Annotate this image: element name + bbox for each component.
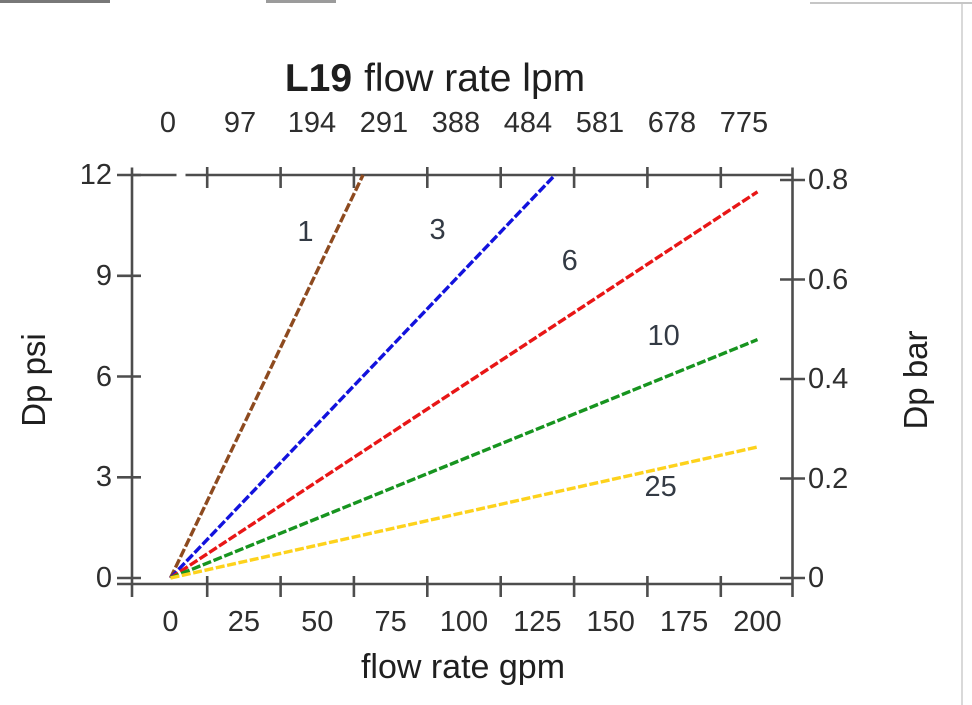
bottom-tick-label: 200 <box>733 606 782 638</box>
series-line-25 <box>170 445 758 580</box>
series-line-1 <box>168 174 365 579</box>
scan-artifact-top-left-line <box>0 0 110 3</box>
top-tick-label: 388 <box>431 107 481 139</box>
scan-artifact-top-right-line <box>810 2 972 4</box>
top-tick-label: 194 <box>287 107 337 139</box>
right-tick-label: 0.2 <box>808 462 849 495</box>
left-tick-label: 3 <box>95 461 112 494</box>
right-tick-label: 0 <box>808 562 825 594</box>
curve-label-25: 25 <box>644 471 677 504</box>
left-tick-label: 0 <box>95 562 112 594</box>
bottom-tick-label: 75 <box>374 606 407 638</box>
curve-label-10: 10 <box>647 320 680 353</box>
top-tick-label: 97 <box>223 107 257 139</box>
top-tick-label: 581 <box>575 107 625 139</box>
axis-lines <box>117 167 794 597</box>
top-axis-title: flow rate lpm <box>364 57 586 100</box>
left-tick-label: 12 <box>79 159 112 191</box>
top-tick-label: 291 <box>359 107 409 139</box>
curve-label-1: 1 <box>297 216 314 249</box>
bottom-tick-label: 100 <box>439 606 489 638</box>
left-tick-label: 9 <box>95 259 112 292</box>
curve-label-3: 3 <box>429 214 446 247</box>
series-line-6 <box>169 190 759 580</box>
bottom-tick-label: 50 <box>301 606 334 638</box>
bottom-tick-label: 125 <box>513 606 562 638</box>
bottom-axis-title: flow rate gpm <box>360 648 566 686</box>
bottom-tick-label: 0 <box>162 606 179 638</box>
curve-label-6: 6 <box>561 244 578 277</box>
top-tick-label: 678 <box>647 107 697 139</box>
right-tick-label: 0.8 <box>808 164 849 196</box>
right-tick-label: 0.4 <box>808 363 849 395</box>
bottom-tick-label: 150 <box>586 606 635 638</box>
top-tick-label: 775 <box>719 107 769 139</box>
top-tick-label: 0 <box>159 107 177 139</box>
series-line-3 <box>169 173 557 580</box>
model-name: L19 <box>284 57 353 100</box>
scan-artifact-right-border <box>961 4 963 705</box>
series-line-10 <box>169 338 759 580</box>
right-tick-label: 0.6 <box>808 263 849 296</box>
right-axis-title: Dp bar <box>897 330 934 430</box>
scan-artifact-top-mid-line <box>266 0 336 3</box>
chart-title: L19 flow rate lpm <box>135 57 735 101</box>
tick-marks <box>117 167 805 597</box>
bottom-tick-label: 25 <box>227 606 260 638</box>
left-tick-label: 6 <box>95 360 112 393</box>
top-tick-label: 484 <box>503 107 553 139</box>
bottom-tick-label: 175 <box>659 606 709 638</box>
